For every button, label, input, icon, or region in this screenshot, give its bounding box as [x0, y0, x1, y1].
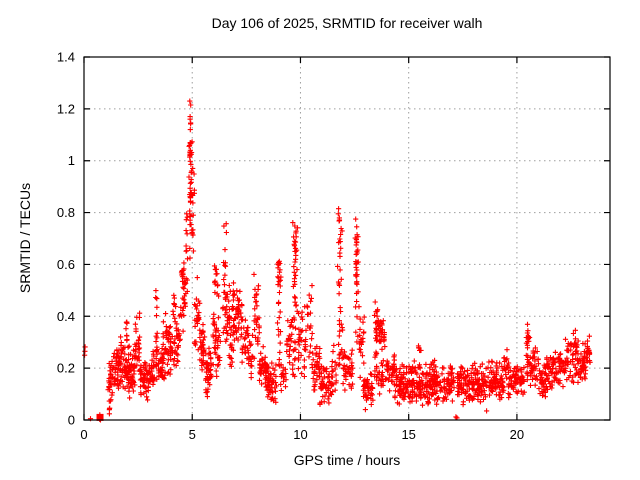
tick-labels: 0 5 10 15 20 0 0.2 0.4 0.6 0.8 1 1.2 1.4	[57, 50, 524, 443]
svg-text:1.4: 1.4	[57, 50, 75, 65]
svg-text:0.4: 0.4	[57, 309, 75, 324]
svg-text:0.2: 0.2	[57, 361, 75, 376]
svg-text:0.8: 0.8	[57, 205, 75, 220]
grid-lines	[84, 57, 610, 420]
axes	[83, 56, 611, 421]
svg-text:0: 0	[68, 413, 75, 428]
svg-text:5: 5	[189, 427, 196, 442]
x-axis-label: GPS time / hours	[293, 452, 401, 468]
square-marker	[96, 413, 104, 421]
svg-text:0.6: 0.6	[57, 257, 75, 272]
svg-text:15: 15	[401, 427, 415, 442]
chart-title: Day 106 of 2025, SRMTID for receiver wal…	[211, 15, 483, 31]
scatter-points	[82, 98, 593, 423]
svg-text:1: 1	[68, 153, 75, 168]
svg-text:1.2: 1.2	[57, 101, 75, 116]
svg-text:0: 0	[80, 427, 87, 442]
svg-text:10: 10	[293, 427, 307, 442]
svg-text:20: 20	[510, 427, 524, 442]
